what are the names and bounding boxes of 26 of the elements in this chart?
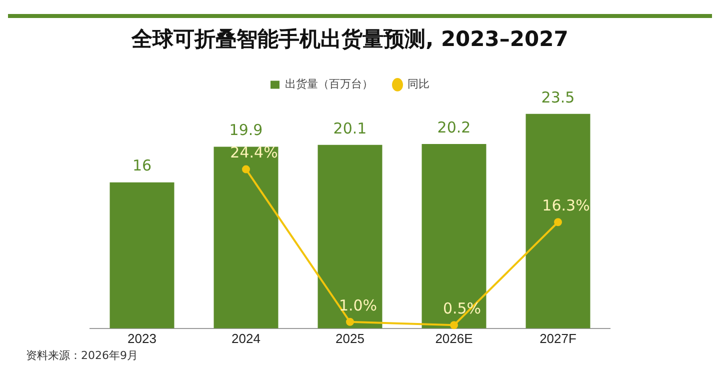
chart-title: 全球可折叠智能手机出货量预测, 2023–2027 (130, 27, 568, 52)
x-tick-label: 2026E (435, 330, 474, 346)
point (346, 318, 354, 326)
text: 资料来源：2026年9月 (26, 348, 138, 363)
point (450, 321, 458, 330)
data-label: 20.2 (437, 118, 471, 136)
legend-label: 同比 (408, 78, 430, 91)
data-label: 16 (132, 156, 152, 175)
bar (318, 144, 382, 328)
data-label: 19.9 (229, 121, 263, 140)
x-tick-label: 2024 (232, 330, 260, 346)
data-label: 23.5 (541, 88, 575, 106)
data-label: 24.4% (230, 144, 278, 162)
bar (422, 144, 486, 328)
bar (526, 114, 590, 328)
point (242, 165, 250, 174)
bar (214, 146, 278, 328)
x-tick-label: 2025 (336, 330, 364, 346)
data-label: 20.1 (333, 119, 367, 138)
bar (110, 182, 174, 328)
legend-label: 出货量（百万台） (285, 78, 373, 91)
x-tick-label: 2023 (128, 330, 156, 346)
data-label: 1.0% (338, 296, 378, 314)
x-tick-label: 2027F (540, 330, 576, 346)
point (554, 218, 562, 226)
data-label: 16.3% (542, 196, 590, 215)
